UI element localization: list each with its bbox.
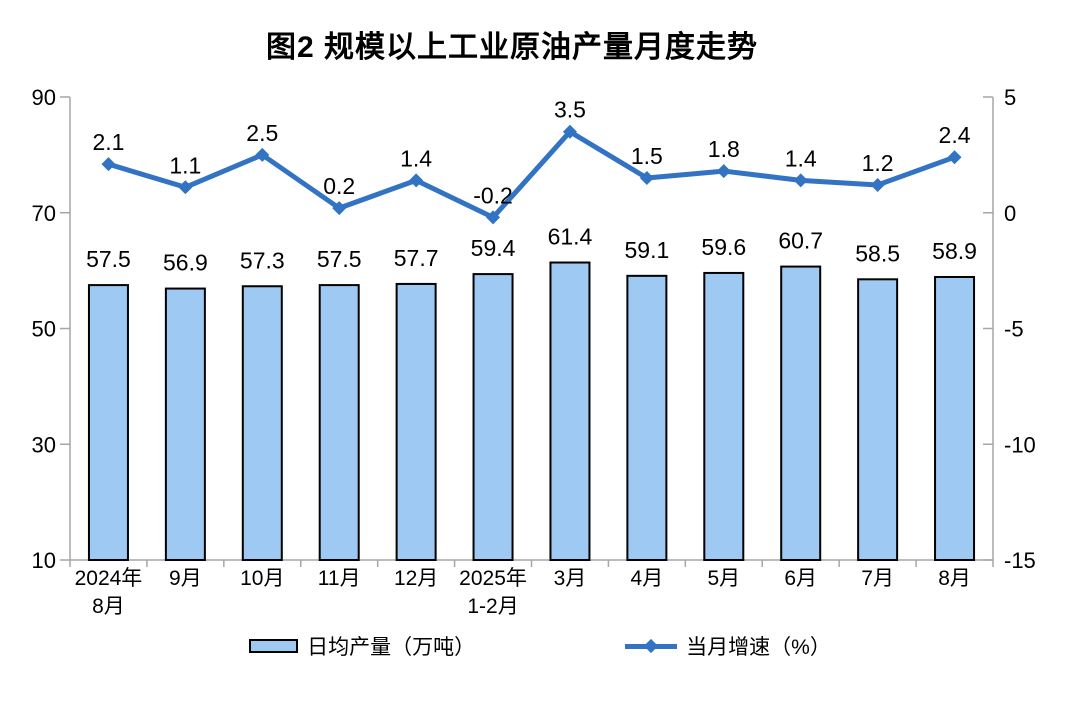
line-value-labels: 2.1 1.1 2.5 0.2 1.4 -0.2 3.5 1.5 1.8 1.4 1.2 2.4 <box>92 97 970 209</box>
svg-text:-15: -15 <box>1004 548 1036 573</box>
svg-text:60.7: 60.7 <box>778 228 823 254</box>
svg-text:59.4: 59.4 <box>471 235 516 261</box>
svg-text:58.5: 58.5 <box>855 240 900 266</box>
svg-text:1.8: 1.8 <box>708 136 740 162</box>
svg-text:57.5: 57.5 <box>317 246 362 272</box>
svg-text:57.3: 57.3 <box>240 247 285 273</box>
svg-text:2.4: 2.4 <box>939 122 971 148</box>
bar-series-swatch <box>249 639 299 653</box>
legend: 日均产量（万吨） 当月增速（%） <box>0 631 1080 661</box>
svg-text:59.6: 59.6 <box>701 234 746 260</box>
svg-text:1.4: 1.4 <box>400 145 432 171</box>
svg-text:6月: 6月 <box>784 567 817 590</box>
svg-text:58.9: 58.9 <box>932 238 977 264</box>
diamond-marker-icon <box>644 638 659 654</box>
svg-text:-0.2: -0.2 <box>473 182 513 208</box>
svg-text:3.5: 3.5 <box>554 97 586 123</box>
svg-text:90: 90 <box>32 85 56 110</box>
svg-text:5: 5 <box>1004 85 1016 110</box>
legend-item-line: 当月增速（%） <box>625 631 831 661</box>
svg-text:3月: 3月 <box>554 567 587 590</box>
svg-text:5月: 5月 <box>707 567 740 590</box>
svg-text:61.4: 61.4 <box>548 224 593 250</box>
svg-text:-5: -5 <box>1004 317 1024 342</box>
svg-text:57.5: 57.5 <box>86 246 131 272</box>
svg-text:2024年: 2024年 <box>75 567 143 590</box>
line-series <box>101 124 962 225</box>
svg-text:7月: 7月 <box>861 567 894 590</box>
svg-text:57.7: 57.7 <box>394 245 439 271</box>
svg-text:1.4: 1.4 <box>785 145 817 171</box>
svg-text:2.5: 2.5 <box>246 120 278 146</box>
svg-text:9月: 9月 <box>169 567 202 590</box>
chart-title: 图2 规模以上工业原油产量月度走势 <box>265 31 759 64</box>
svg-text:10: 10 <box>32 548 56 573</box>
line-series-swatch <box>625 638 678 654</box>
svg-text:0.2: 0.2 <box>323 173 355 199</box>
svg-text:1.5: 1.5 <box>631 143 663 169</box>
svg-text:8月: 8月 <box>92 595 125 618</box>
legend-bar-label: 日均产量（万吨） <box>307 636 476 659</box>
svg-text:59.1: 59.1 <box>624 237 669 263</box>
bar-series <box>87 261 976 561</box>
svg-text:70: 70 <box>32 201 56 226</box>
svg-text:1-2月: 1-2月 <box>467 595 518 618</box>
svg-text:-10: -10 <box>1004 432 1036 457</box>
svg-text:30: 30 <box>32 432 56 457</box>
legend-line-label: 当月增速（%） <box>686 636 831 659</box>
x-axis-labels: 2024年 8月 9月 10月 11月 12月 2025年 1-2月 3月 4月 5月 6月 7月 8月 <box>75 567 971 618</box>
svg-text:1.2: 1.2 <box>862 150 894 176</box>
svg-text:2025年: 2025年 <box>459 567 527 590</box>
svg-text:8月: 8月 <box>938 567 971 590</box>
legend-item-bar: 日均产量（万吨） <box>249 631 475 661</box>
svg-text:50: 50 <box>32 317 56 342</box>
svg-text:0: 0 <box>1004 201 1016 226</box>
svg-text:2.1: 2.1 <box>92 129 124 155</box>
svg-text:11月: 11月 <box>318 567 361 590</box>
svg-text:56.9: 56.9 <box>163 250 208 276</box>
svg-text:1.1: 1.1 <box>169 152 201 178</box>
svg-text:10月: 10月 <box>240 567 284 590</box>
bar-value-labels: 57.5 56.9 57.3 57.5 57.7 59.4 61.4 59.1 59.6 60.7… <box>86 224 977 276</box>
axes <box>60 96 994 567</box>
svg-text:12月: 12月 <box>394 567 438 590</box>
svg-text:4月: 4月 <box>631 567 664 590</box>
